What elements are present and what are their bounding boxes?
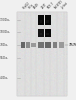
Bar [38, 29, 44, 37]
Bar [38, 42, 44, 48]
Bar [45, 15, 51, 25]
Bar [46, 33, 49, 35]
Text: 55Da-: 55Da- [0, 56, 9, 60]
Text: HepG2: HepG2 [22, 1, 31, 10]
Text: 293T: 293T [40, 3, 48, 10]
Bar [45, 29, 51, 37]
Bar [38, 15, 44, 25]
Text: TRIM9: TRIM9 [68, 43, 76, 47]
Bar [53, 42, 57, 48]
Bar [31, 43, 36, 47]
Text: Jurkat: Jurkat [61, 2, 69, 10]
Bar [45, 42, 51, 48]
Text: MCF-7: MCF-7 [47, 1, 56, 10]
Bar [40, 33, 42, 35]
Bar [46, 20, 49, 23]
Text: Hela: Hela [27, 3, 34, 10]
Bar [21, 42, 25, 48]
Text: 70Da-: 70Da- [0, 43, 9, 47]
Bar [26, 42, 30, 48]
Text: 130Da-: 130Da- [0, 18, 11, 22]
Bar [59, 42, 64, 48]
Bar [17, 12, 67, 96]
Text: A549: A549 [33, 2, 40, 10]
Text: SH-SY5Y: SH-SY5Y [54, 0, 64, 10]
Bar [40, 20, 42, 23]
Text: 100Da-: 100Da- [0, 30, 11, 34]
Text: 40Da-: 40Da- [0, 76, 9, 80]
